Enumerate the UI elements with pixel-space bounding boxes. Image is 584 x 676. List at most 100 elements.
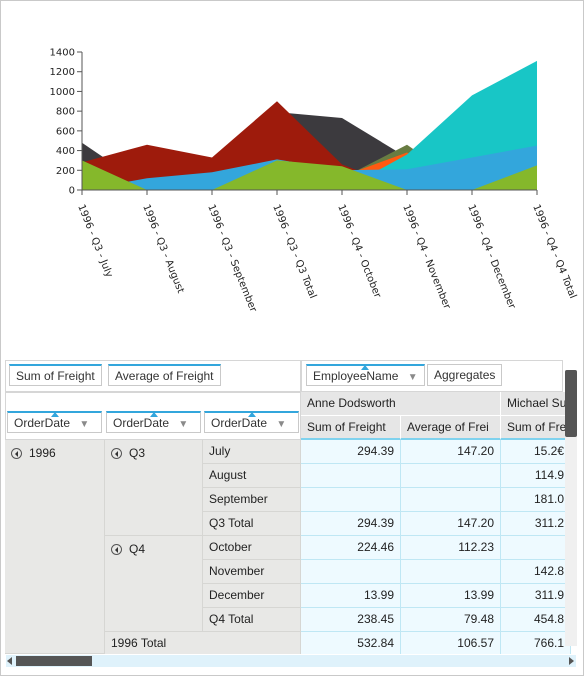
sort-ascending-icon: [247, 412, 256, 417]
row-header-1996-total[interactable]: 1996 Total: [105, 632, 301, 654]
cell-value: 114.9: [534, 468, 564, 482]
aggregates-field-button[interactable]: Aggregates: [427, 364, 503, 386]
data-cell[interactable]: [501, 536, 571, 560]
row-header-q4-total[interactable]: Q4 Total: [203, 608, 301, 632]
row-header-september[interactable]: September: [203, 488, 301, 512]
column-header-sum-of-freight[interactable]: Sum of Freight: [301, 416, 401, 440]
filter-icon[interactable]: ▼: [407, 372, 418, 383]
data-cell[interactable]: 142.8: [501, 560, 571, 584]
data-cell[interactable]: 112.23: [401, 536, 501, 560]
employee-label: Anne Dodsworth: [307, 396, 396, 410]
data-cell[interactable]: [301, 488, 401, 512]
order-date-year-label: OrderDate: [14, 416, 71, 430]
row-header-q3[interactable]: Q3: [105, 440, 203, 536]
average-of-freight-button[interactable]: Average of Freight: [108, 364, 221, 386]
data-cell[interactable]: 311.9: [501, 584, 571, 608]
collapse-icon[interactable]: [111, 448, 122, 459]
data-cell[interactable]: 224.46: [301, 536, 401, 560]
total-label: Q4 Total: [209, 612, 254, 626]
data-cell[interactable]: 13.99: [401, 584, 501, 608]
measure-label: Sum of Frei: [507, 420, 570, 434]
sort-ascending-icon: [361, 365, 370, 370]
data-cell[interactable]: 114.9: [501, 464, 571, 488]
month-label: November: [209, 564, 265, 578]
cell-value: 238.45: [357, 612, 394, 626]
x-tick-label: 1996 - Q4 - November: [400, 203, 452, 311]
filter-icon[interactable]: ▼: [276, 419, 287, 430]
quarter-label: Q3: [129, 446, 146, 460]
area-series-4: [82, 60, 537, 191]
column-header-michael-su[interactable]: Michael Su: [501, 392, 571, 416]
vertical-scrollbar[interactable]: [565, 370, 577, 646]
employee-name-field-button[interactable]: EmployeeName ▼: [306, 364, 425, 386]
data-cell[interactable]: [301, 464, 401, 488]
row-header-1996[interactable]: 1996: [5, 440, 105, 654]
month-label: July: [209, 444, 231, 458]
sum-of-freight-label: Sum of Freight: [16, 369, 95, 383]
order-date-month-field-button[interactable]: OrderDate ▼: [204, 411, 299, 433]
row-header-october[interactable]: October: [203, 536, 301, 560]
data-cell[interactable]: 106.57: [401, 632, 501, 654]
x-tick-label: 1996 - Q3 - September: [205, 203, 259, 314]
data-cell[interactable]: 79.48: [401, 608, 501, 632]
y-tick-label: 200: [56, 166, 75, 177]
data-cell[interactable]: 147.20: [401, 512, 501, 536]
data-cell[interactable]: 311.2: [501, 512, 571, 536]
chart-plot-area: [82, 60, 537, 191]
data-cell[interactable]: 532.84: [301, 632, 401, 654]
y-tick-label: 400: [56, 146, 75, 157]
row-header-july[interactable]: July: [203, 440, 301, 464]
row-header-december[interactable]: December: [203, 584, 301, 608]
column-header-sum-of-freight-2[interactable]: Sum of Frei: [501, 416, 571, 440]
row-header-q3-total[interactable]: Q3 Total: [203, 512, 301, 536]
row-header-august[interactable]: August: [203, 464, 301, 488]
x-tick-label: 1996 - Q4 - December: [465, 203, 517, 311]
data-cell[interactable]: 766.1: [501, 632, 571, 654]
cell-value: 142.8: [533, 564, 564, 578]
data-cell[interactable]: 454.8: [501, 608, 571, 632]
y-tick-label: 600: [56, 126, 75, 137]
cell-value: 294.39: [357, 444, 394, 458]
y-tick-label: 1200: [50, 67, 75, 78]
area-series-6: [82, 160, 537, 190]
filter-icon[interactable]: ▼: [79, 419, 90, 430]
row-header-q4[interactable]: Q4: [105, 536, 203, 632]
data-cell[interactable]: 181.0: [501, 488, 571, 512]
measure-label: Average of Frei: [407, 420, 489, 434]
y-tick-label: 800: [56, 107, 75, 118]
cell-value: 106.57: [457, 636, 494, 650]
data-cell[interactable]: 13.99: [301, 584, 401, 608]
data-cell[interactable]: 294.39: [301, 512, 401, 536]
horizontal-scroll-thumb[interactable]: [16, 656, 92, 666]
column-header-anne-dodsworth[interactable]: Anne Dodsworth: [301, 392, 501, 416]
data-cell[interactable]: 147.20: [401, 440, 501, 464]
data-cell[interactable]: [401, 560, 501, 584]
data-cell[interactable]: 238.45: [301, 608, 401, 632]
x-tick-label: 1996 - Q3 - Q3 Total: [270, 203, 318, 300]
collapse-icon[interactable]: [11, 448, 22, 459]
filter-icon[interactable]: ▼: [178, 419, 189, 430]
scroll-left-arrow-icon[interactable]: [7, 657, 12, 665]
column-header-average-of-freight[interactable]: Average of Frei: [401, 416, 501, 440]
total-label: 1996 Total: [111, 636, 167, 650]
cell-value: 224.46: [357, 540, 394, 554]
data-cell[interactable]: [401, 488, 501, 512]
cell-value: 112.23: [458, 540, 494, 554]
data-cell[interactable]: [301, 560, 401, 584]
order-date-quarter-field-button[interactable]: OrderDate ▼: [106, 411, 201, 433]
data-cell[interactable]: [401, 464, 501, 488]
data-cell[interactable]: 294.39: [301, 440, 401, 464]
cell-value: 311.9: [534, 588, 564, 602]
vertical-scroll-thumb[interactable]: [565, 370, 577, 437]
scroll-right-arrow-icon[interactable]: [569, 657, 574, 665]
data-cell[interactable]: 15.2€: [501, 440, 571, 464]
row-header-november[interactable]: November: [203, 560, 301, 584]
order-date-year-field-button[interactable]: OrderDate ▼: [7, 411, 102, 433]
cell-value: 147.20: [457, 516, 494, 530]
horizontal-scrollbar[interactable]: [6, 655, 576, 667]
sum-of-freight-button[interactable]: Sum of Freight: [9, 364, 102, 386]
cell-value: 13.99: [463, 588, 494, 602]
cell-value: 15.2€: [533, 444, 564, 458]
collapse-icon[interactable]: [111, 544, 122, 555]
average-of-freight-label: Average of Freight: [115, 369, 214, 383]
